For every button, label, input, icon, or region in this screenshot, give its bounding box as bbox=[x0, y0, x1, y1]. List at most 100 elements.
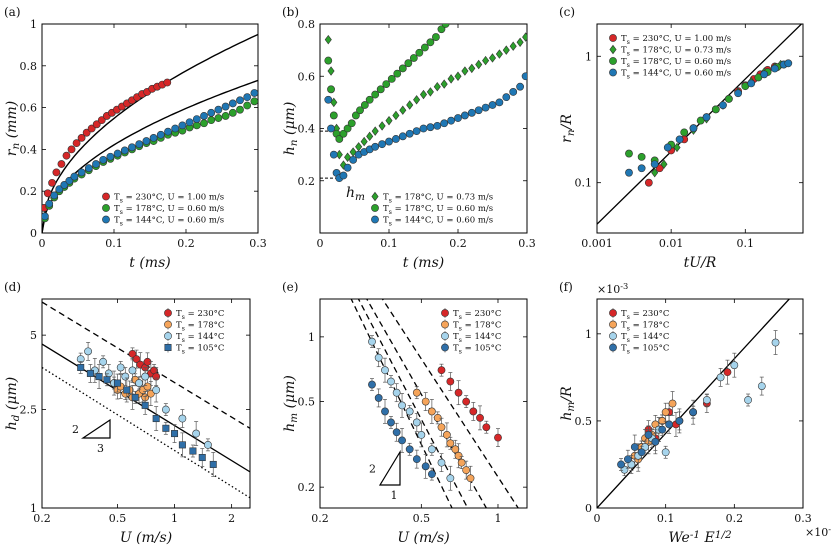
data-point bbox=[343, 124, 352, 133]
y-tick-label: 0.2 bbox=[298, 481, 316, 494]
data-point bbox=[516, 82, 524, 91]
y-tick-label: 0.1 bbox=[575, 177, 593, 190]
legend-marker bbox=[609, 57, 617, 65]
data-point bbox=[421, 462, 430, 471]
data-point bbox=[128, 143, 136, 152]
legend-marker bbox=[441, 332, 449, 340]
legend-label: Ts = 178°C bbox=[621, 321, 669, 333]
axes-frame bbox=[41, 23, 259, 234]
data-point bbox=[339, 171, 348, 180]
legend-label: Ts = 230°C, U = 1.00 m/s bbox=[114, 193, 224, 205]
data-point bbox=[730, 361, 739, 370]
data-point bbox=[771, 338, 780, 347]
legend-label: Ts = 230°C bbox=[176, 309, 224, 321]
series-t-s-144-c-u-0-60-m-s bbox=[324, 72, 527, 183]
data-point bbox=[95, 373, 103, 381]
data-point bbox=[382, 80, 391, 88]
data-point bbox=[393, 69, 402, 78]
legend-item: Ts = 178°C, U = 0.60 m/s bbox=[102, 204, 224, 216]
data-point bbox=[417, 431, 426, 439]
data-point bbox=[462, 397, 471, 406]
data-point bbox=[113, 379, 121, 387]
data-point bbox=[744, 396, 752, 404]
data-point bbox=[702, 396, 711, 404]
legend-marker bbox=[102, 204, 110, 212]
legend-marker bbox=[609, 320, 617, 329]
legend-label: Ts = 144°C bbox=[453, 332, 501, 344]
panel-b: 0 0.1 0.2 0.3 0.2 0.4 0.6 0.8(b) t (ms) hn (μm) hm… bbox=[282, 5, 536, 271]
data-point bbox=[50, 191, 59, 200]
x-tick-label: 1 bbox=[171, 512, 178, 525]
legend-marker bbox=[441, 309, 449, 317]
data-point bbox=[250, 89, 258, 97]
data-point bbox=[99, 155, 108, 164]
series-t-s-144-c-u-0-60-m-s bbox=[42, 89, 258, 221]
legend: Ts = 178°C, U = 0.73 m/sTs = 178°C, U = … bbox=[371, 191, 493, 228]
x-tick-label: 0.1 bbox=[380, 237, 398, 250]
legend-label: Ts = 178°C, U = 0.73 m/s bbox=[383, 193, 493, 205]
data-point bbox=[426, 123, 435, 132]
data-point bbox=[447, 116, 455, 125]
slope-triangle-shape bbox=[378, 449, 401, 486]
data-point bbox=[178, 441, 186, 449]
legend-label: Ts = 144°C bbox=[621, 332, 669, 344]
x-tick-label: 0.2 bbox=[449, 237, 467, 250]
plot-area bbox=[597, 299, 790, 508]
data-point bbox=[426, 38, 435, 47]
data-point bbox=[135, 379, 143, 387]
data-point bbox=[385, 137, 393, 146]
legend-label: Ts = 144°C, U = 0.60 m/s bbox=[621, 69, 731, 81]
y-axis-label: rn (mm) bbox=[4, 101, 22, 156]
data-point bbox=[716, 373, 725, 382]
data-point bbox=[185, 118, 194, 127]
data-point bbox=[440, 79, 448, 89]
data-point bbox=[404, 59, 413, 68]
plot-area bbox=[42, 33, 258, 233]
legend-marker bbox=[441, 320, 449, 329]
series-t-s-105-c bbox=[617, 405, 698, 471]
data-point bbox=[351, 111, 360, 120]
legend-label: Ts = 144°C, U = 0.60 m/s bbox=[114, 216, 224, 228]
legend: Ts = 230°C, U = 1.00 m/sTs = 178°C, U = … bbox=[609, 34, 731, 81]
data-point bbox=[432, 33, 440, 41]
legend-label: Ts = 178°C bbox=[453, 321, 501, 333]
data-point bbox=[784, 59, 793, 68]
data-point bbox=[482, 423, 491, 432]
x-tick-label: 2 bbox=[228, 512, 235, 525]
legend-item: Ts = 230°C, U = 1.00 m/s bbox=[609, 34, 731, 46]
data-point bbox=[189, 447, 197, 455]
data-point bbox=[45, 199, 54, 208]
data-point bbox=[70, 172, 79, 181]
legend-marker bbox=[164, 343, 172, 351]
data-point bbox=[412, 418, 421, 427]
legend-label: Ts = 178°C bbox=[176, 321, 224, 333]
y-tick-label: 1 bbox=[308, 331, 315, 344]
data-point bbox=[675, 135, 684, 144]
data-point bbox=[734, 89, 743, 98]
data-point bbox=[387, 74, 396, 83]
data-point bbox=[381, 407, 389, 416]
data-point bbox=[398, 436, 406, 445]
data-point bbox=[466, 474, 475, 483]
legend-label: Ts = 105°C bbox=[176, 344, 224, 356]
data-point bbox=[374, 394, 383, 402]
legend-label: Ts = 230°C, U = 1.00 m/s bbox=[621, 34, 731, 46]
data-point bbox=[221, 102, 230, 111]
plot-area bbox=[350, 299, 519, 508]
x-axis-label: We-1 E1/2 bbox=[668, 529, 732, 546]
x-axis-label: t (ms) bbox=[403, 255, 444, 271]
data-point bbox=[719, 101, 727, 110]
data-point bbox=[347, 119, 356, 128]
legend-label: Ts = 178°C, U = 0.73 m/s bbox=[621, 46, 731, 58]
annotation-hm: hm bbox=[346, 185, 365, 203]
y-tick-label: 0.5 bbox=[298, 396, 316, 409]
data-point bbox=[371, 90, 380, 99]
data-point bbox=[426, 87, 434, 97]
data-point bbox=[398, 401, 406, 410]
data-point bbox=[494, 433, 502, 442]
data-point bbox=[339, 129, 348, 138]
slope-run-label: 3 bbox=[97, 442, 104, 455]
axes-frame bbox=[319, 298, 528, 509]
panel-label: (d) bbox=[4, 280, 21, 294]
